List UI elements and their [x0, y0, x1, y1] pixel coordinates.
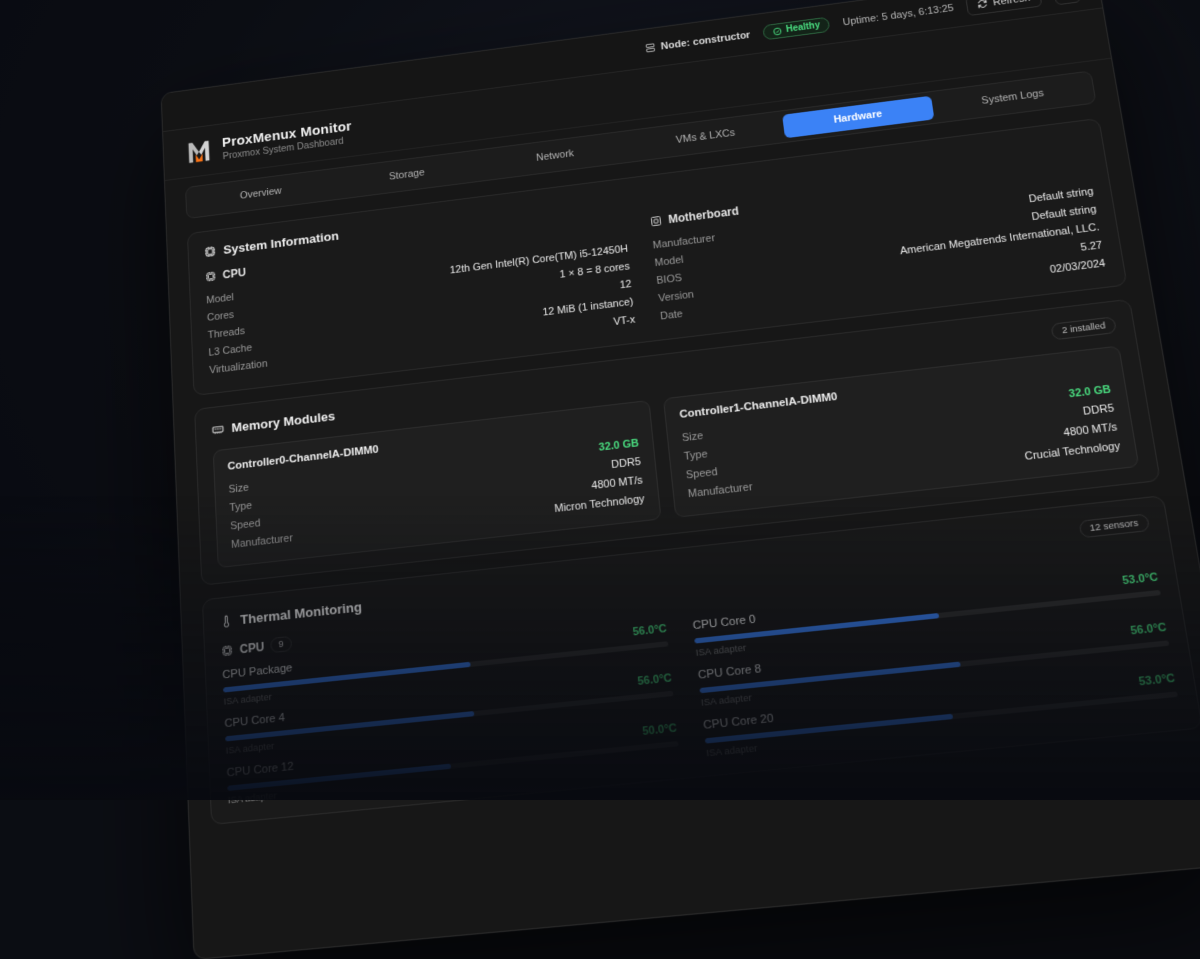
sensor-name: CPU Package [222, 662, 292, 681]
sensor-temp: 53.0°C [1138, 672, 1176, 688]
sensor-name: CPU Core 0 [692, 613, 756, 632]
sensor-temp: 53.0°C [1121, 571, 1159, 587]
cpu-row-virtualization-value: VT-x [613, 314, 636, 328]
node-info: Node: constructor [645, 29, 751, 53]
memory-row-size-value: 32.0 GB [598, 437, 639, 453]
sensor-temp: 56.0°C [637, 672, 672, 688]
mb-row-version-key: Version [658, 288, 695, 304]
cpu-chip-icon [221, 644, 233, 657]
cpu-chip-icon [204, 245, 216, 258]
cpu-row-threads-key: Threads [208, 325, 246, 341]
mb-row-date-value: 02/03/2024 [1049, 257, 1106, 275]
sensor-temp: 56.0°C [632, 623, 667, 639]
memory-row-size-value: 32.0 GB [1068, 383, 1112, 400]
perspective-stage: Node: constructor Healthy Uptime: 5 days… [0, 0, 1200, 800]
sensor-name: CPU Core 4 [224, 712, 285, 730]
status-badge-label: Healthy [785, 21, 820, 35]
refresh-button[interactable]: Refresh [966, 0, 1043, 16]
proxmenux-m-logo [185, 137, 213, 167]
cpu-row-threads-value: 12 [619, 278, 632, 291]
memory-row-speed-key: Speed [230, 517, 261, 532]
memory-modules-title: Memory Modules [231, 409, 335, 435]
mb-row-bios-key: BIOS [656, 272, 683, 286]
memory-row-manufacturer-key: Manufacturer [687, 481, 753, 500]
memory-row-type-key: Type [683, 448, 708, 462]
mb-row-model-key: Model [654, 254, 684, 269]
sensor-temp: 56.0°C [1130, 621, 1168, 637]
motherboard-block-title: Motherboard [668, 204, 740, 226]
cpu-row-virtualization-key: Virtualization [209, 358, 268, 376]
cpu-block-title: CPU [222, 266, 246, 282]
thermal-monitoring-title-row: Thermal Monitoring [220, 599, 362, 629]
system-information-title-row: System Information [204, 229, 339, 259]
theme-toggle-button[interactable] [1053, 0, 1082, 5]
memory-row-size-key: Size [681, 430, 703, 444]
memory-modules-badge: 2 installed [1051, 316, 1117, 340]
dashboard-window: Node: constructor Healthy Uptime: 5 days… [161, 0, 1200, 959]
cpu-row-cores-key: Cores [207, 309, 234, 323]
uptime-text: Uptime: 5 days, 6:13:25 [842, 2, 954, 27]
memory-row-manufacturer-key: Manufacturer [231, 532, 293, 551]
sensor-name: CPU Core 12 [226, 760, 294, 779]
node-label: Node: constructor [660, 29, 750, 51]
cpu-chip-icon [205, 270, 216, 282]
memory-row-type-value: DDR5 [611, 455, 642, 470]
thermometer-icon [220, 614, 233, 628]
main-content: System Information [166, 101, 1200, 874]
thermal-monitoring-badge: 12 sensors [1078, 513, 1150, 538]
cpu-row-model-key: Model [206, 291, 234, 305]
memory-row-type-value: DDR5 [1082, 402, 1115, 417]
sensor-name: CPU Core 8 [697, 663, 762, 682]
mb-row-date-key: Date [660, 308, 684, 322]
mb-row-version-value: 5.27 [1080, 239, 1103, 253]
memory-row-speed-key: Speed [685, 466, 718, 481]
thermal-group-count: 9 [270, 636, 291, 653]
memory-row-type-key: Type [229, 499, 252, 513]
memory-stick-icon [212, 423, 225, 437]
refresh-icon [977, 0, 989, 9]
sensor-name: CPU Core 20 [703, 712, 775, 732]
thermal-group-label: CPU [239, 639, 264, 656]
system-information-title: System Information [223, 229, 339, 257]
check-circle-icon [772, 26, 783, 36]
memory-row-speed-value: 4800 MT/s [591, 474, 643, 492]
refresh-label: Refresh [992, 0, 1031, 8]
cpu-row-l3cache-key: L3 Cache [208, 342, 252, 358]
thermal-monitoring-title: Thermal Monitoring [240, 599, 362, 627]
memory-modules-title-row: Memory Modules [212, 409, 336, 438]
memory-row-size-key: Size [228, 481, 249, 495]
status-badge: Healthy [762, 17, 830, 41]
server-icon [645, 42, 656, 53]
sensor-temp: 50.0°C [642, 722, 678, 738]
board-icon [650, 215, 663, 227]
memory-row-speed-value: 4800 MT/s [1063, 421, 1118, 439]
